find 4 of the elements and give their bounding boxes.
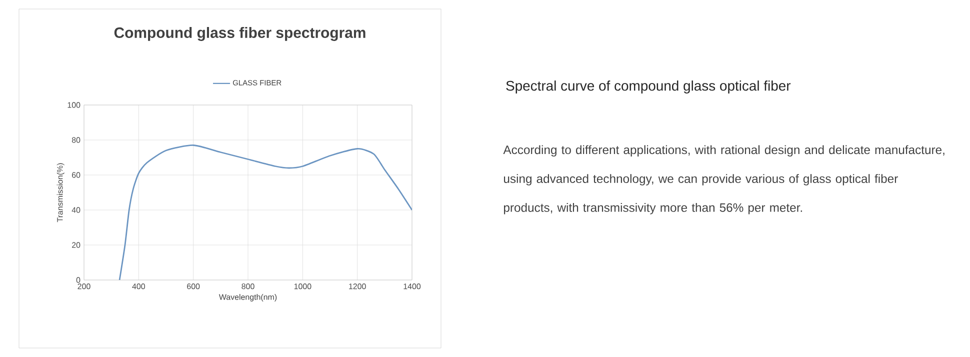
chart-title: Compound glass fiber spectrogram bbox=[114, 27, 366, 41]
line-series bbox=[118, 144, 412, 280]
text: Spectral curve of compound glass optical fiber bbox=[506, 80, 791, 94]
text: According to different applications, with rational design and delicate manufacture, using advanced technology, we can provide various of glass optical fiber products, with transmissivity more than 56% per meter. bbox=[503, 145, 944, 214]
